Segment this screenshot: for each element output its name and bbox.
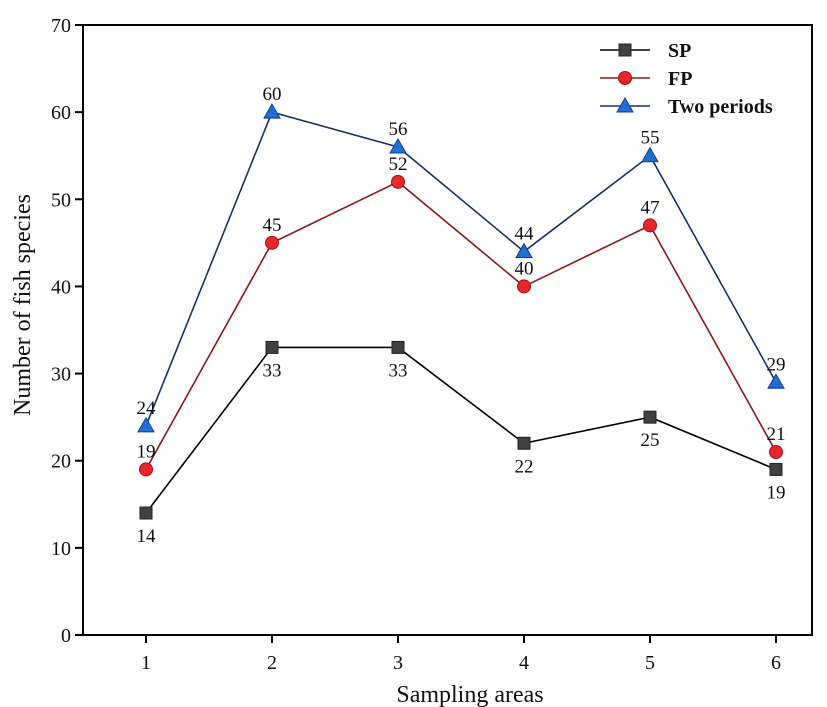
y-tick-label: 0 [61, 625, 71, 647]
data-label-sp: 33 [263, 360, 282, 381]
series-line-sp [145, 346, 777, 514]
series-two-periods: 24 60 56 44 55 29 [137, 84, 786, 433]
x-tick-label: 5 [645, 652, 655, 674]
data-label-fp: 47 [641, 197, 660, 218]
x-axis-title: Sampling areas [396, 682, 543, 707]
legend-marker-two-periods [616, 96, 634, 113]
data-point-two-periods [767, 373, 785, 389]
x-tick-label: 1 [141, 652, 151, 674]
data-point-two-periods [137, 416, 155, 433]
legend-label-sp: SP [668, 40, 691, 62]
y-tick-label: 70 [51, 15, 71, 37]
legend-marker-sp [618, 43, 632, 57]
series-line-two-periods [145, 111, 777, 427]
legend: SP FP Two periods [600, 40, 773, 118]
data-label-two-periods: 60 [263, 84, 282, 105]
data-point-fp [265, 235, 279, 250]
y-tick-label: 10 [51, 538, 71, 560]
data-label-sp: 19 [767, 482, 786, 503]
data-label-two-periods: 24 [137, 398, 157, 419]
legend-marker-fp [618, 71, 632, 85]
data-point-fp [769, 445, 783, 459]
data-label-two-periods: 29 [767, 354, 786, 375]
data-label-two-periods: 55 [641, 128, 660, 149]
series-sp: 14 33 33 22 25 19 [137, 340, 786, 547]
y-axis-title: Number of fish species [10, 194, 36, 416]
data-label-fp: 19 [137, 441, 156, 462]
y-tick-label: 60 [51, 102, 71, 124]
data-label-sp: 22 [515, 456, 534, 477]
data-label-sp: 14 [137, 526, 157, 547]
data-label-fp: 45 [263, 215, 282, 236]
data-label-fp: 40 [515, 258, 534, 279]
data-point-two-periods [263, 103, 281, 119]
y-tick-label: 30 [51, 364, 71, 386]
data-point-fp [517, 279, 531, 294]
data-point-sp [517, 436, 531, 450]
data-point-two-periods [389, 137, 407, 154]
series-fp: 19 45 52 40 47 21 [137, 154, 786, 477]
legend-label-two-periods: Two periods [668, 96, 773, 118]
data-label-sp: 25 [641, 430, 660, 451]
data-point-sp [391, 340, 405, 354]
series-layer: 14 33 33 22 25 19 19 45 52 40 47 21 24 60 56 44 55 29 [137, 84, 786, 547]
data-label-two-periods: 44 [515, 224, 535, 245]
y-tick-label: 50 [51, 189, 71, 211]
y-tick-label: 40 [51, 276, 71, 298]
data-label-sp: 33 [389, 360, 408, 381]
data-label-fp: 21 [767, 424, 786, 445]
data-point-sp [769, 462, 783, 476]
data-point-two-periods [515, 242, 533, 259]
x-tick-label: 2 [267, 652, 277, 674]
y-tick-label: 20 [51, 451, 71, 473]
data-point-sp [643, 410, 657, 424]
x-tick-label: 3 [393, 652, 403, 674]
x-tick-label: 4 [519, 652, 529, 674]
data-point-fp [391, 174, 405, 189]
data-point-sp [139, 506, 153, 520]
series-line-fp [145, 180, 777, 470]
data-point-fp [643, 218, 657, 233]
data-label-two-periods: 56 [389, 119, 408, 140]
data-point-fp [139, 462, 153, 477]
data-point-sp [265, 340, 279, 354]
data-point-two-periods [641, 146, 659, 163]
plot-frame [82, 24, 813, 636]
y-axis: 0 10 20 30 40 50 60 70 [51, 15, 83, 647]
x-axis: 1 2 3 4 5 6 [141, 635, 781, 674]
data-label-fp: 52 [389, 154, 408, 175]
legend-label-fp: FP [668, 68, 692, 90]
x-tick-label: 6 [771, 652, 781, 674]
